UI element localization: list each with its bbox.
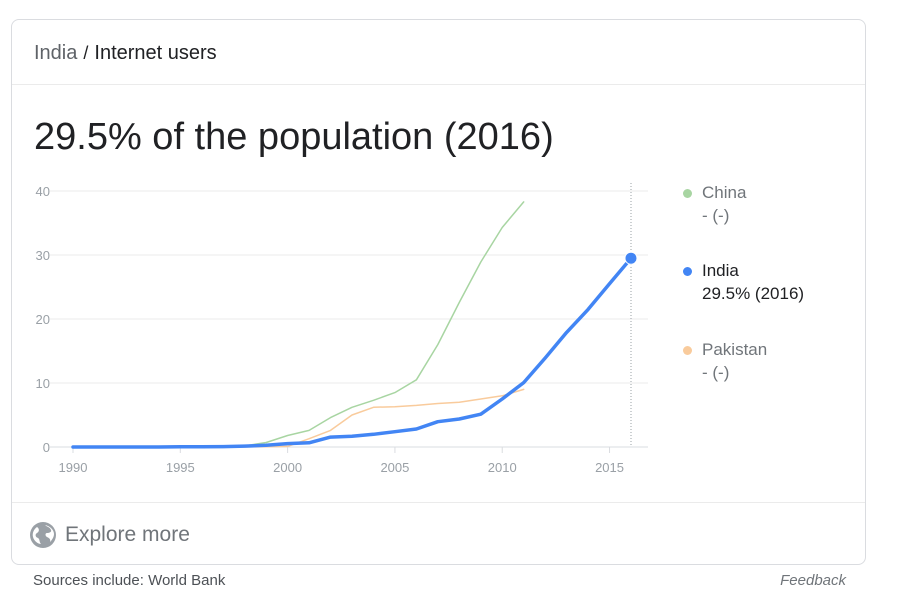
- legend-dot-india: [683, 267, 692, 276]
- legend-value-pakistan: - (-): [702, 363, 730, 382]
- globe-icon: [30, 522, 56, 548]
- legend-dot-pakistan: [683, 346, 692, 355]
- y-tick-label-10: 10: [36, 376, 50, 391]
- feedback-link[interactable]: Feedback: [780, 572, 846, 589]
- x-tick-label-2010: 2010: [488, 460, 517, 475]
- legend-name-pakistan: Pakistan: [702, 340, 768, 359]
- x-tick-label-2015: 2015: [595, 460, 624, 475]
- y-tick-label-30: 30: [36, 248, 50, 263]
- legend-value-china: - (-): [702, 206, 730, 225]
- breadcrumb-parent[interactable]: India: [34, 42, 78, 64]
- legend-name-india: India: [702, 261, 739, 280]
- page-title: 29.5% of the population (2016): [34, 116, 554, 158]
- x-tick-label-2000: 2000: [273, 460, 302, 475]
- knowledge-card: India / Internet users 29.5% of the popula…: [11, 19, 866, 565]
- x-tick-label-2005: 2005: [380, 460, 409, 475]
- x-tick-label-1995: 1995: [166, 460, 195, 475]
- y-tick-label-0: 0: [43, 440, 50, 455]
- y-tick-label-40: 40: [36, 184, 50, 199]
- explore-more-link[interactable]: Explore more: [29, 520, 190, 550]
- breadcrumb-current: Internet users: [94, 42, 217, 64]
- series-line-india: [71, 256, 633, 449]
- sources-text: Sources include: World Bank: [33, 572, 226, 589]
- legend-dot-china: [683, 189, 692, 198]
- series-line-china: [72, 201, 525, 448]
- internet-users-chart: 0 10 20 30 40 1990 1995 2000 2005 2010 2015: [36, 183, 648, 475]
- legend-name-china: China: [702, 183, 747, 202]
- footer-divider: [12, 502, 865, 503]
- legend-value-india: 29.5% (2016): [702, 284, 805, 303]
- highlight-point-india[interactable]: [624, 251, 638, 265]
- breadcrumb-separator: /: [83, 43, 89, 63]
- x-tick-label-1990: 1990: [59, 460, 88, 475]
- header-divider: [12, 84, 865, 85]
- breadcrumb: India / Internet users: [34, 40, 217, 66]
- y-tick-label-20: 20: [36, 312, 50, 327]
- explore-more-label: Explore more: [65, 523, 190, 546]
